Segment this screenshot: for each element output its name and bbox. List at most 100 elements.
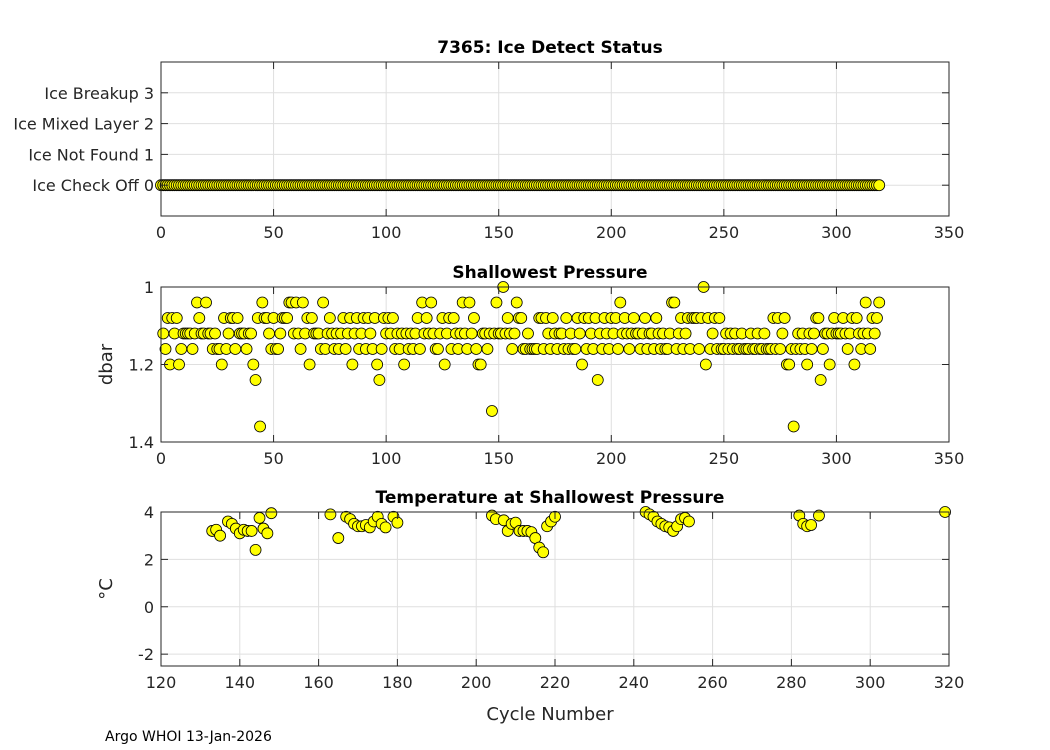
data-point [848, 358, 861, 371]
x-tick-label: 300 [821, 449, 852, 468]
data-point [229, 343, 242, 355]
data-point [501, 312, 514, 324]
x-tick-label: 160 [303, 673, 334, 692]
data-point [375, 343, 388, 355]
data-point [612, 343, 624, 355]
x-tick-label: 0 [156, 449, 166, 468]
subplot-title: Shallowest Pressure [452, 263, 647, 283]
data-point [546, 312, 559, 324]
data-point [371, 358, 384, 371]
x-tick-label: 250 [709, 223, 740, 242]
data-point [522, 327, 534, 340]
data-point [364, 327, 377, 340]
data-point [294, 343, 307, 355]
data-point [859, 296, 872, 309]
y-tick-label: Ice Breakup 3 [44, 84, 154, 103]
y-tick-label: 2 [144, 550, 154, 569]
x-tick-label: 50 [263, 223, 283, 242]
data-point [871, 312, 883, 324]
data-point [173, 358, 185, 371]
y-tick-label: Ice Mixed Layer 2 [13, 115, 154, 134]
data-point [247, 358, 260, 371]
data-point [263, 327, 275, 340]
x-tick-label: 300 [855, 673, 886, 692]
data-point [432, 343, 444, 355]
subplot-1: 0 50 100 150 200 250 300 350 Ice Check Off 0 Ice … [13, 38, 964, 242]
data-point [296, 296, 309, 309]
data-point [650, 312, 663, 324]
data-point [783, 358, 796, 371]
data-point [627, 312, 640, 324]
data-point [425, 296, 438, 309]
data-point [774, 343, 787, 355]
x-tick-label: 280 [776, 673, 807, 692]
data-point [339, 343, 352, 355]
data-point [573, 327, 586, 340]
data-point [379, 521, 392, 534]
data-point [805, 343, 818, 355]
x-tick-label: 200 [461, 673, 492, 692]
data-point [420, 312, 433, 324]
x-tick-label: 240 [619, 673, 650, 692]
data-point [240, 343, 253, 355]
data-point [569, 343, 582, 355]
data-point [170, 312, 183, 324]
data-point [560, 312, 573, 324]
data-point [668, 296, 681, 309]
data-point [305, 312, 318, 324]
plot-area [161, 62, 949, 216]
x-tick-label: 120 [146, 673, 177, 692]
data-point [474, 358, 487, 371]
data-point [346, 358, 359, 371]
data-point [823, 358, 836, 371]
data-point [639, 312, 651, 324]
data-point [200, 296, 212, 309]
data-point [508, 327, 521, 340]
data-point [463, 296, 476, 309]
data-point [623, 343, 636, 355]
data-point [576, 358, 588, 371]
axes-box [160, 61, 950, 217]
data-point [209, 327, 221, 340]
x-tick-label: 200 [596, 223, 627, 242]
data-point [470, 343, 483, 355]
data-point [465, 327, 478, 340]
y-axis-label: °C [96, 578, 117, 600]
data-point [506, 343, 519, 355]
data-point [414, 343, 426, 355]
x-tick-label: 250 [709, 449, 740, 468]
data-point [841, 343, 854, 355]
data-point [515, 312, 528, 324]
data-point [758, 327, 771, 340]
data-point [850, 312, 863, 324]
y-tick-label: -2 [138, 645, 154, 664]
data-point [373, 374, 386, 386]
data-point [614, 296, 627, 309]
data-point [537, 546, 550, 559]
subplot-title: Temperature at Shallowest Pressure [376, 488, 725, 508]
data-point [683, 515, 695, 528]
x-tick-label: 320 [934, 673, 965, 692]
data-point [256, 296, 269, 309]
y-tick-label: 1.4 [129, 433, 154, 452]
x-tick-label: 180 [382, 673, 413, 692]
data-point [175, 343, 188, 355]
data-point [281, 312, 293, 324]
subplot-3: 120 140 160 180 200 220 240 260 280 300 320 -2 0 2 4 Te… [96, 488, 964, 725]
subplot-2: 0 50 100 150 200 250 300 350 1 1.2 1.4 Shallowest P… [96, 263, 964, 468]
data-point [787, 420, 800, 433]
data-point [510, 296, 523, 309]
x-tick-label: 100 [371, 449, 402, 468]
data-point [778, 312, 791, 324]
y-tick-label: Ice Check Off 0 [32, 176, 154, 195]
y-tick-label: Ice Not Found 1 [28, 145, 154, 164]
x-tick-label: 50 [263, 449, 283, 468]
data-point [317, 296, 330, 309]
data-point [332, 532, 345, 544]
data-point [438, 358, 451, 371]
data-point [591, 374, 604, 386]
data-point [447, 312, 460, 324]
data-point [814, 374, 827, 386]
x-tick-label: 350 [934, 223, 965, 242]
